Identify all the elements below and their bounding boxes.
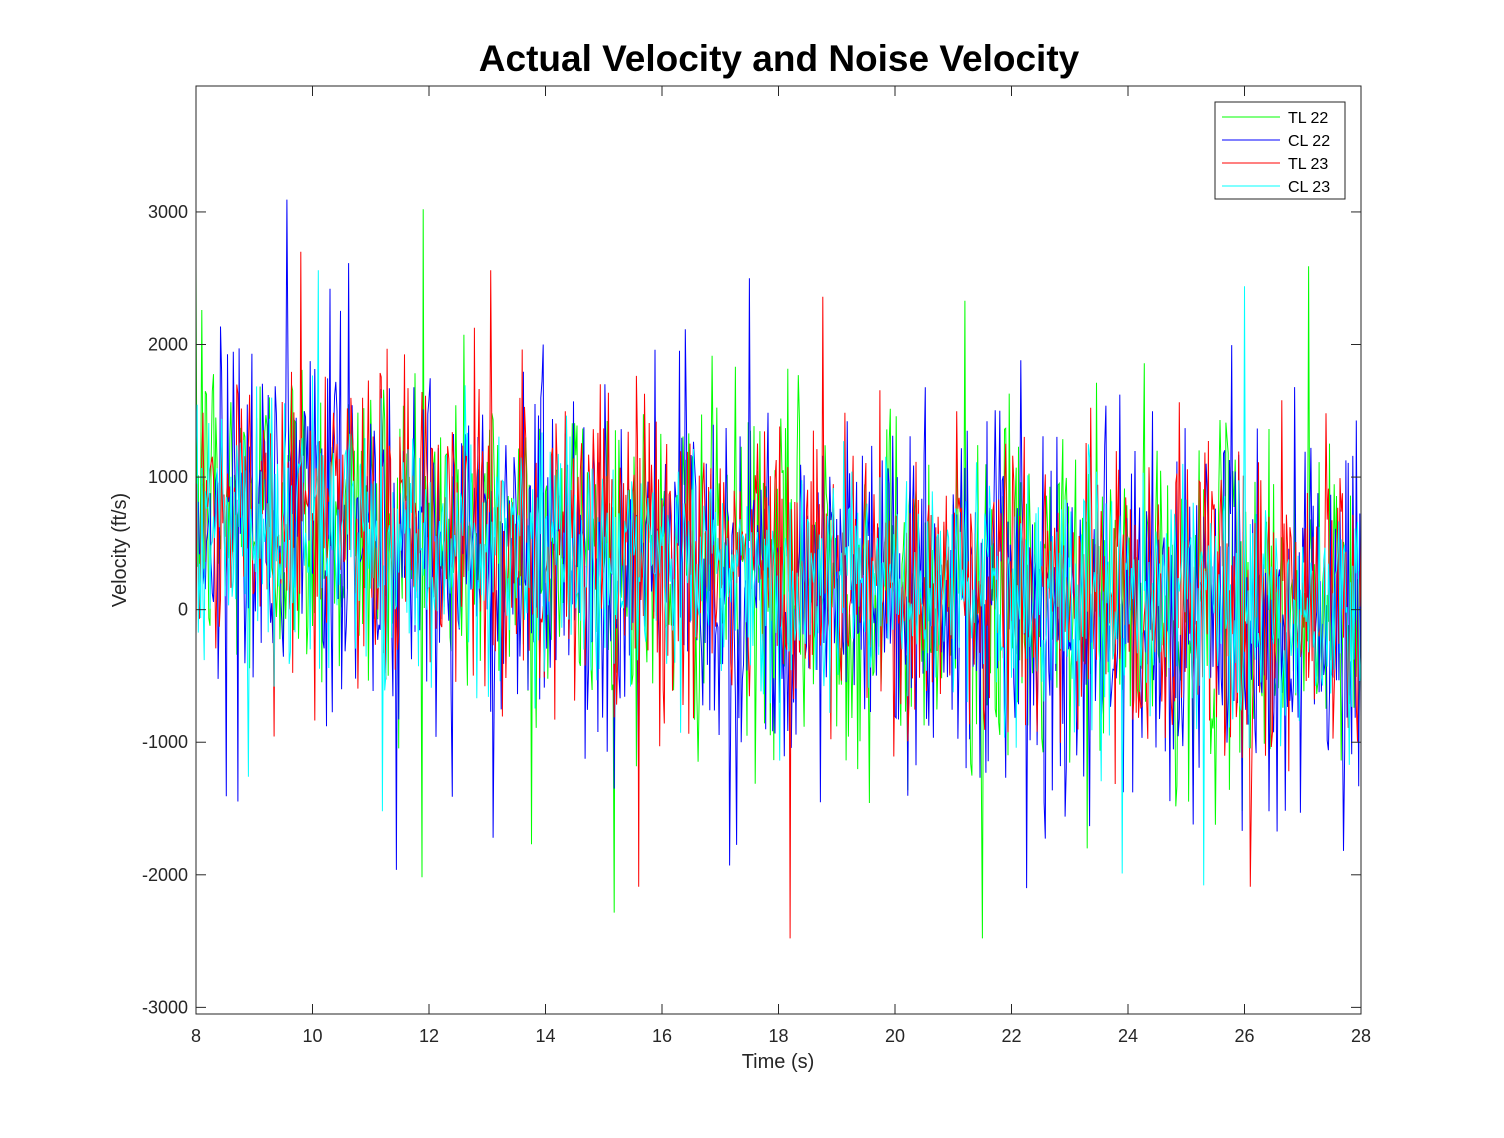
x-tick-label: 24 <box>1118 1026 1138 1046</box>
y-tick-label: 0 <box>178 600 188 620</box>
y-axis-label: Velocity (ft/s) <box>109 493 131 607</box>
series-layer <box>196 199 1361 939</box>
legend: TL 22 CL 22 TL 23 CL 23 <box>1214 101 1346 200</box>
x-tick-label: 28 <box>1351 1026 1371 1046</box>
y-tick-label: 1000 <box>148 467 188 487</box>
x-tick-label: 16 <box>652 1026 672 1046</box>
legend-label: TL 23 <box>1288 156 1328 173</box>
x-tick-label: 26 <box>1234 1026 1254 1046</box>
y-tick-label: -1000 <box>142 732 188 752</box>
legend-label: TL 22 <box>1288 110 1328 127</box>
chart-title: Actual Velocity and Noise Velocity <box>479 38 1080 79</box>
series-line-cl-23 <box>196 270 1361 886</box>
y-tick-label: 3000 <box>148 202 188 222</box>
x-tick-label: 14 <box>535 1026 555 1046</box>
legend-box <box>1214 101 1346 200</box>
y-tick-label: 2000 <box>148 335 188 355</box>
y-tick-label: -2000 <box>142 865 188 885</box>
tick-layer: 8 10 12 14 16 18 20 22 24 26 28 -3000 -2000 -1000 0 100… <box>142 86 1371 1046</box>
y-tick-label: -3000 <box>142 997 188 1017</box>
legend-label: CL 23 <box>1288 179 1330 196</box>
x-tick-label: 8 <box>191 1026 201 1046</box>
legend-label: CL 22 <box>1288 133 1330 150</box>
series-line-tl-23 <box>196 251 1361 939</box>
x-tick-label: 22 <box>1001 1026 1021 1046</box>
legend-items: TL 22 CL 22 TL 23 CL 23 <box>1222 110 1330 196</box>
x-tick-label: 18 <box>768 1026 788 1046</box>
x-axis-label: Time (s) <box>742 1051 815 1073</box>
x-tick-label: 12 <box>419 1026 439 1046</box>
x-tick-label: 10 <box>302 1026 322 1046</box>
x-tick-label: 20 <box>885 1026 905 1046</box>
